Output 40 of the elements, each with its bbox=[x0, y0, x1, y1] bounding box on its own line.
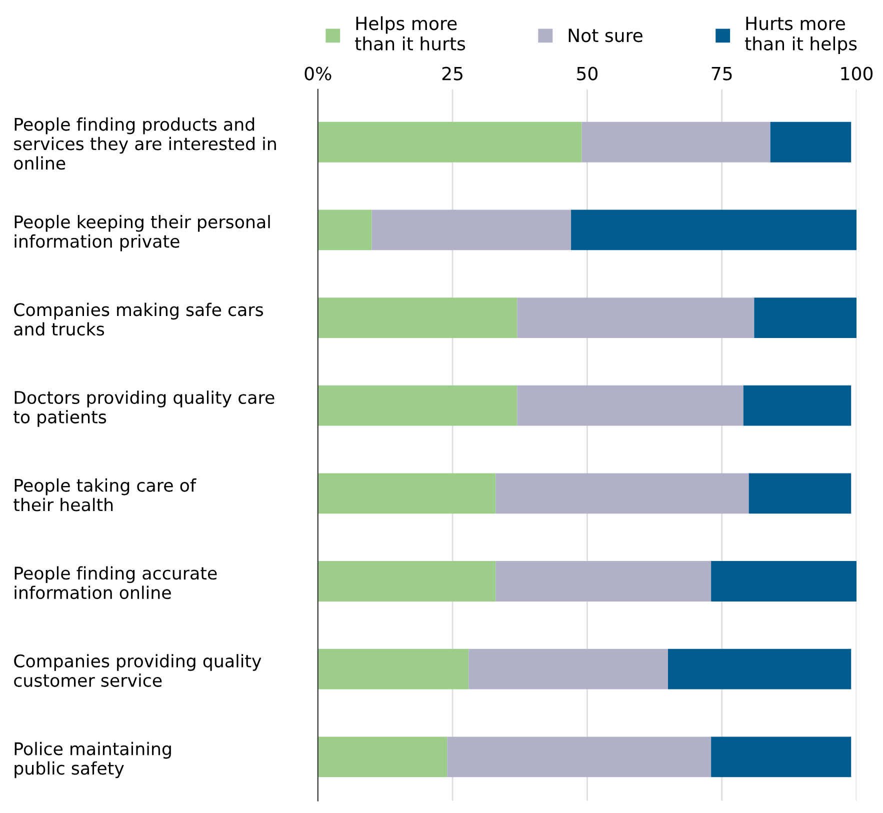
y-tick-label: People finding accurate information online bbox=[14, 566, 217, 600]
legend-label: Hurts more than it helps bbox=[745, 16, 857, 54]
legend-label: Helps more than it hurts bbox=[355, 16, 466, 50]
x-tick-label: 0% bbox=[304, 66, 332, 80]
bar bbox=[318, 385, 518, 426]
x-tick-label: 25 bbox=[442, 66, 462, 80]
y-tick-label: Companies making safe cars and trucks bbox=[14, 302, 263, 336]
bar bbox=[748, 473, 852, 514]
bar bbox=[318, 648, 469, 690]
y-tick-label: People taking care of their health bbox=[14, 478, 196, 512]
bar bbox=[318, 561, 496, 602]
bar bbox=[447, 736, 712, 778]
bar bbox=[517, 385, 744, 426]
bar bbox=[496, 473, 749, 514]
x-tick-label: 100 bbox=[841, 66, 873, 80]
bar bbox=[318, 473, 496, 514]
bar bbox=[372, 210, 572, 250]
x-tick-label: 50 bbox=[577, 66, 598, 80]
bar bbox=[711, 736, 852, 778]
bar bbox=[496, 561, 712, 602]
bar bbox=[743, 385, 852, 426]
bar bbox=[318, 210, 372, 250]
bar bbox=[770, 122, 852, 162]
bar bbox=[318, 298, 518, 338]
bar bbox=[711, 561, 857, 602]
legend-label: Not sure bbox=[568, 28, 642, 42]
bar bbox=[517, 298, 754, 338]
y-tick-label: Doctors providing quality care to patients bbox=[14, 390, 274, 427]
y-tick-label: People keeping their personal information private bbox=[14, 214, 270, 252]
y-tick-label: Companies providing quality customer service bbox=[14, 654, 262, 687]
y-tick-label: Police maintaining public safety bbox=[14, 742, 171, 778]
bar bbox=[582, 122, 770, 162]
x-tick-label: 75 bbox=[712, 66, 732, 80]
bar bbox=[754, 298, 857, 338]
bar bbox=[668, 648, 852, 690]
bar bbox=[468, 648, 668, 690]
bar bbox=[318, 122, 582, 162]
y-tick-label: People finding products and services they are interested in online bbox=[14, 117, 276, 170]
bar bbox=[318, 736, 448, 778]
bar bbox=[571, 210, 857, 250]
